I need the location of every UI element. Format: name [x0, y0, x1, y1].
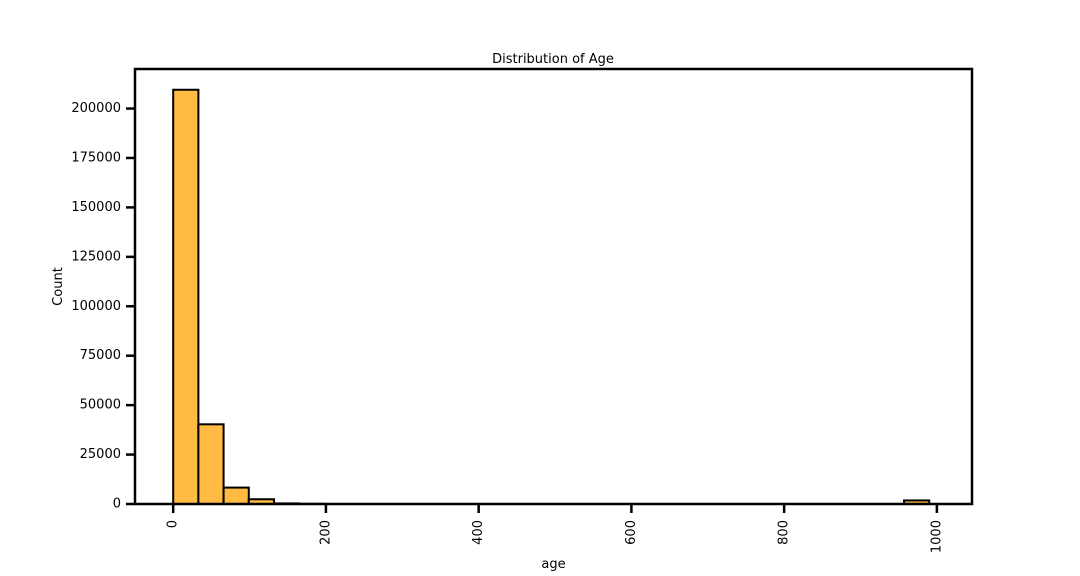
x-tick-label: 1000 — [929, 520, 944, 553]
x-tick-label: 400 — [471, 520, 486, 545]
y-tick-label: 200000 — [71, 101, 121, 116]
y-tick-label: 175000 — [71, 150, 121, 165]
x-axis-label: age — [541, 557, 565, 572]
x-tick-label: 800 — [777, 520, 792, 545]
histogram-bar — [172, 88, 200, 506]
y-tick-label: 25000 — [80, 447, 121, 462]
histogram-bar — [197, 423, 225, 506]
y-tick-label: 150000 — [71, 200, 121, 215]
x-tick-label: 200 — [318, 520, 333, 545]
x-tick-label: 0 — [166, 520, 181, 528]
y-tick-label: 50000 — [80, 398, 121, 413]
x-tick-label: 600 — [624, 520, 639, 545]
bars-group — [172, 88, 931, 506]
y-tick-label: 75000 — [80, 348, 121, 363]
x-axis-ticks: 0 200 400 600 800 1000 — [166, 504, 944, 553]
chart-title: Distribution of Age — [492, 52, 614, 67]
plot-frame — [133, 67, 974, 506]
y-axis-label: Count — [51, 267, 66, 306]
y-tick-label: 100000 — [71, 299, 121, 314]
y-tick-label: 0 — [113, 497, 121, 512]
y-axis-ticks: 0 25000 50000 75000 100000 125000 150000 175000… — [71, 101, 135, 512]
y-tick-label: 125000 — [71, 249, 121, 264]
histogram-bar — [222, 486, 250, 505]
